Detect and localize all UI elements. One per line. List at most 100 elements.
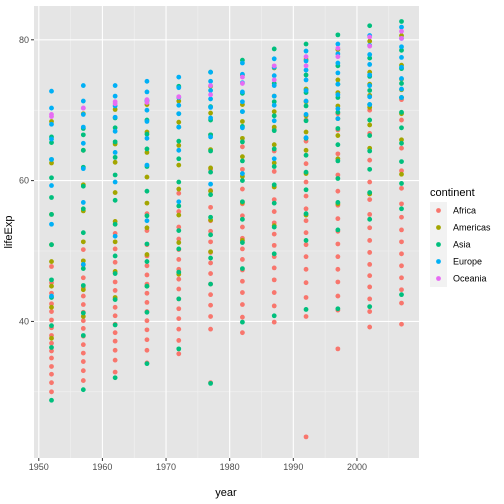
- point-africa: [399, 239, 404, 245]
- point-africa: [144, 337, 150, 343]
- point-asia: [271, 313, 277, 319]
- point-europe: [176, 124, 182, 130]
- point-asia: [271, 113, 277, 119]
- point-africa: [49, 348, 54, 354]
- point-africa: [112, 357, 118, 363]
- point-europe: [399, 95, 404, 100]
- point-americas: [80, 314, 86, 319]
- legend-key-americas: [436, 225, 441, 230]
- point-africa: [367, 296, 373, 302]
- point-americas: [112, 190, 118, 195]
- x-tick-label: 1990: [283, 462, 303, 472]
- point-asia: [176, 269, 182, 275]
- point-europe: [335, 60, 341, 66]
- point-africa: [176, 338, 182, 343]
- point-americas: [367, 122, 373, 128]
- legend-key-africa: [436, 208, 441, 213]
- point-africa: [49, 301, 54, 307]
- point-africa: [144, 272, 150, 278]
- point-africa: [144, 347, 150, 353]
- point-europe: [144, 162, 150, 168]
- point-oceania: [335, 45, 341, 51]
- point-oceania: [367, 43, 373, 49]
- point-africa: [399, 145, 404, 151]
- point-africa: [271, 265, 277, 271]
- point-africa: [80, 275, 86, 281]
- point-africa: [112, 338, 118, 344]
- point-europe: [240, 89, 245, 95]
- point-africa: [335, 151, 341, 157]
- point-africa: [176, 306, 182, 312]
- point-oceania: [367, 34, 373, 40]
- point-oceania: [208, 92, 213, 98]
- x-tick-label: 1970: [156, 462, 176, 472]
- point-europe: [399, 76, 404, 81]
- point-europe: [271, 93, 277, 99]
- point-asia: [303, 152, 309, 158]
- point-americas: [144, 150, 150, 155]
- point-europe: [80, 112, 86, 117]
- point-asia: [112, 139, 118, 145]
- point-americas: [144, 225, 150, 231]
- point-asia: [49, 277, 54, 283]
- point-asia: [399, 140, 404, 146]
- point-asia: [112, 271, 118, 276]
- point-americas: [208, 249, 213, 255]
- point-europe: [303, 77, 309, 83]
- point-europe: [49, 88, 54, 94]
- point-asia: [271, 146, 277, 152]
- x-tick-label: 1960: [92, 462, 112, 472]
- point-europe: [80, 261, 86, 267]
- point-africa: [271, 319, 277, 325]
- point-americas: [399, 137, 404, 143]
- point-asia: [367, 190, 373, 195]
- point-africa: [208, 271, 213, 276]
- point-americas: [208, 165, 213, 171]
- point-asia: [80, 230, 86, 236]
- point-africa: [335, 216, 341, 222]
- point-europe: [208, 115, 213, 121]
- point-africa: [80, 359, 86, 364]
- point-europe: [303, 135, 309, 141]
- point-europe: [271, 156, 277, 162]
- x-tick-label: 1950: [29, 462, 49, 472]
- point-africa: [271, 209, 277, 214]
- point-africa: [112, 369, 118, 375]
- point-africa: [335, 266, 341, 272]
- point-africa: [271, 197, 277, 203]
- point-africa: [176, 224, 182, 230]
- point-asia: [303, 103, 309, 109]
- point-africa: [240, 186, 245, 192]
- point-oceania: [271, 63, 277, 69]
- point-africa: [303, 242, 309, 248]
- point-americas: [303, 129, 309, 135]
- point-americas: [80, 258, 86, 264]
- point-europe: [367, 72, 373, 78]
- point-asia: [335, 306, 341, 312]
- point-africa: [271, 231, 277, 237]
- point-asia: [176, 156, 182, 162]
- point-africa: [176, 190, 182, 196]
- point-oceania: [303, 63, 309, 69]
- point-asia: [303, 118, 309, 124]
- point-asia: [240, 199, 245, 205]
- legend-item-africa: Africa: [430, 202, 476, 219]
- point-africa: [80, 302, 86, 307]
- point-americas: [144, 252, 150, 257]
- point-asia: [335, 32, 341, 38]
- point-africa: [335, 293, 341, 299]
- point-asia: [208, 214, 213, 220]
- point-africa: [271, 169, 277, 174]
- x-tick-label: 1980: [220, 462, 240, 472]
- point-europe: [335, 92, 341, 98]
- point-asia: [144, 283, 150, 289]
- point-europe: [80, 83, 86, 88]
- point-europe: [271, 83, 277, 88]
- legend-label-americas: Americas: [453, 223, 491, 233]
- point-asia: [271, 164, 277, 169]
- legend-item-asia: Asia: [430, 236, 471, 253]
- point-europe: [49, 293, 54, 299]
- point-asia: [80, 206, 86, 212]
- point-africa: [399, 185, 404, 191]
- point-africa: [271, 277, 277, 283]
